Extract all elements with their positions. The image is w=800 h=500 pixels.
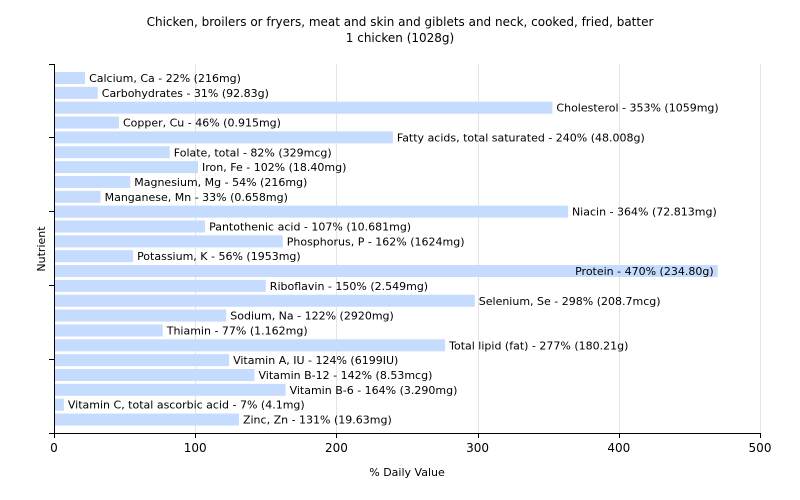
bar — [55, 235, 283, 248]
bar — [55, 398, 64, 411]
bar — [55, 205, 568, 218]
bar-label: Manganese, Mn - 33% (0.658mg) — [105, 191, 288, 204]
bar — [55, 190, 101, 203]
bar-label: Riboflavin - 150% (2.549mg) — [270, 280, 428, 293]
bar-label: Fatty acids, total saturated - 240% (48.… — [397, 131, 645, 144]
bar — [55, 250, 134, 263]
bar — [55, 161, 199, 174]
bar-label: Selenium, Se - 298% (208.7mcg) — [479, 295, 661, 308]
axes — [54, 64, 760, 434]
bar-label: Protein - 470% (234.80g) — [575, 265, 714, 278]
bar-label: Calcium, Ca - 22% (216mg) — [89, 72, 241, 85]
bar-label: Thiamin - 77% (1.162mg) — [166, 324, 308, 337]
bar — [55, 265, 718, 278]
bar-label: Folate, total - 82% (329mcg) — [174, 146, 332, 159]
bar-label: Vitamin C, total ascorbic acid - 7% (4.1… — [68, 399, 305, 412]
bar — [55, 279, 266, 292]
bar — [55, 324, 163, 337]
bar-labels: Calcium, Ca - 22% (216mg) Carbohydrates -… — [68, 72, 719, 427]
bar-label: Carbohydrates - 31% (92.83g) — [102, 87, 269, 100]
bar — [55, 146, 170, 159]
bar-label: Iron, Fe - 102% (18.40mg) — [202, 161, 346, 174]
bar-label: Vitamin A, IU - 124% (6199IU) — [233, 354, 398, 367]
bar-label: Sodium, Na - 122% (2920mg) — [230, 310, 394, 323]
x-tick-label: 400 — [607, 441, 630, 455]
bar — [55, 339, 446, 352]
bar — [55, 383, 286, 396]
bar-label: Total lipid (fat) - 277% (180.21g) — [448, 339, 628, 352]
bar-label: Potassium, K - 56% (1953mg) — [137, 250, 301, 263]
bar-label: Magnesium, Mg - 54% (216mg) — [134, 176, 307, 189]
x-tick-label: 200 — [325, 441, 348, 455]
bar-label: Pantothenic acid - 107% (10.681mg) — [209, 221, 411, 234]
chart-title-line-2: 1 chicken (1028g) — [345, 31, 455, 45]
x-tick-label: 100 — [184, 441, 207, 455]
bar-label: Cholesterol - 353% (1059mg) — [556, 102, 718, 115]
bar — [55, 131, 393, 144]
bar — [55, 309, 227, 322]
bar — [55, 294, 475, 307]
bars — [55, 72, 718, 426]
bar — [55, 354, 230, 367]
bar-label: Zinc, Zn - 131% (19.63mg) — [243, 414, 392, 427]
bar-label: Vitamin B-6 - 164% (3.290mg) — [290, 384, 458, 397]
bar-label: Niacin - 364% (72.813mg) — [572, 206, 717, 219]
x-ticks: 0 100 200 300 400 500 — [49, 64, 772, 455]
x-tick-label: 0 — [50, 441, 58, 455]
bar — [55, 413, 239, 426]
bar — [55, 175, 131, 188]
bar — [55, 220, 206, 233]
bar-label: Vitamin B-12 - 142% (8.53mcg) — [259, 369, 433, 382]
y-axis-title: Nutrient — [35, 226, 48, 272]
bar — [55, 101, 553, 114]
bar — [55, 369, 255, 381]
bar — [55, 72, 86, 84]
bar — [55, 86, 98, 99]
bar-label: Phosphorus, P - 162% (1624mg) — [287, 235, 465, 248]
bar — [55, 116, 119, 129]
x-tick-label: 500 — [749, 441, 772, 455]
chart-title: Chicken, broilers or fryers, meat and sk… — [0, 14, 800, 46]
x-tick-label: 300 — [466, 441, 489, 455]
bar-label: Copper, Cu - 46% (0.915mg) — [123, 117, 281, 130]
x-axis-title: % Daily Value — [369, 466, 445, 479]
chart-title-line-1: Chicken, broilers or fryers, meat and sk… — [146, 15, 654, 29]
